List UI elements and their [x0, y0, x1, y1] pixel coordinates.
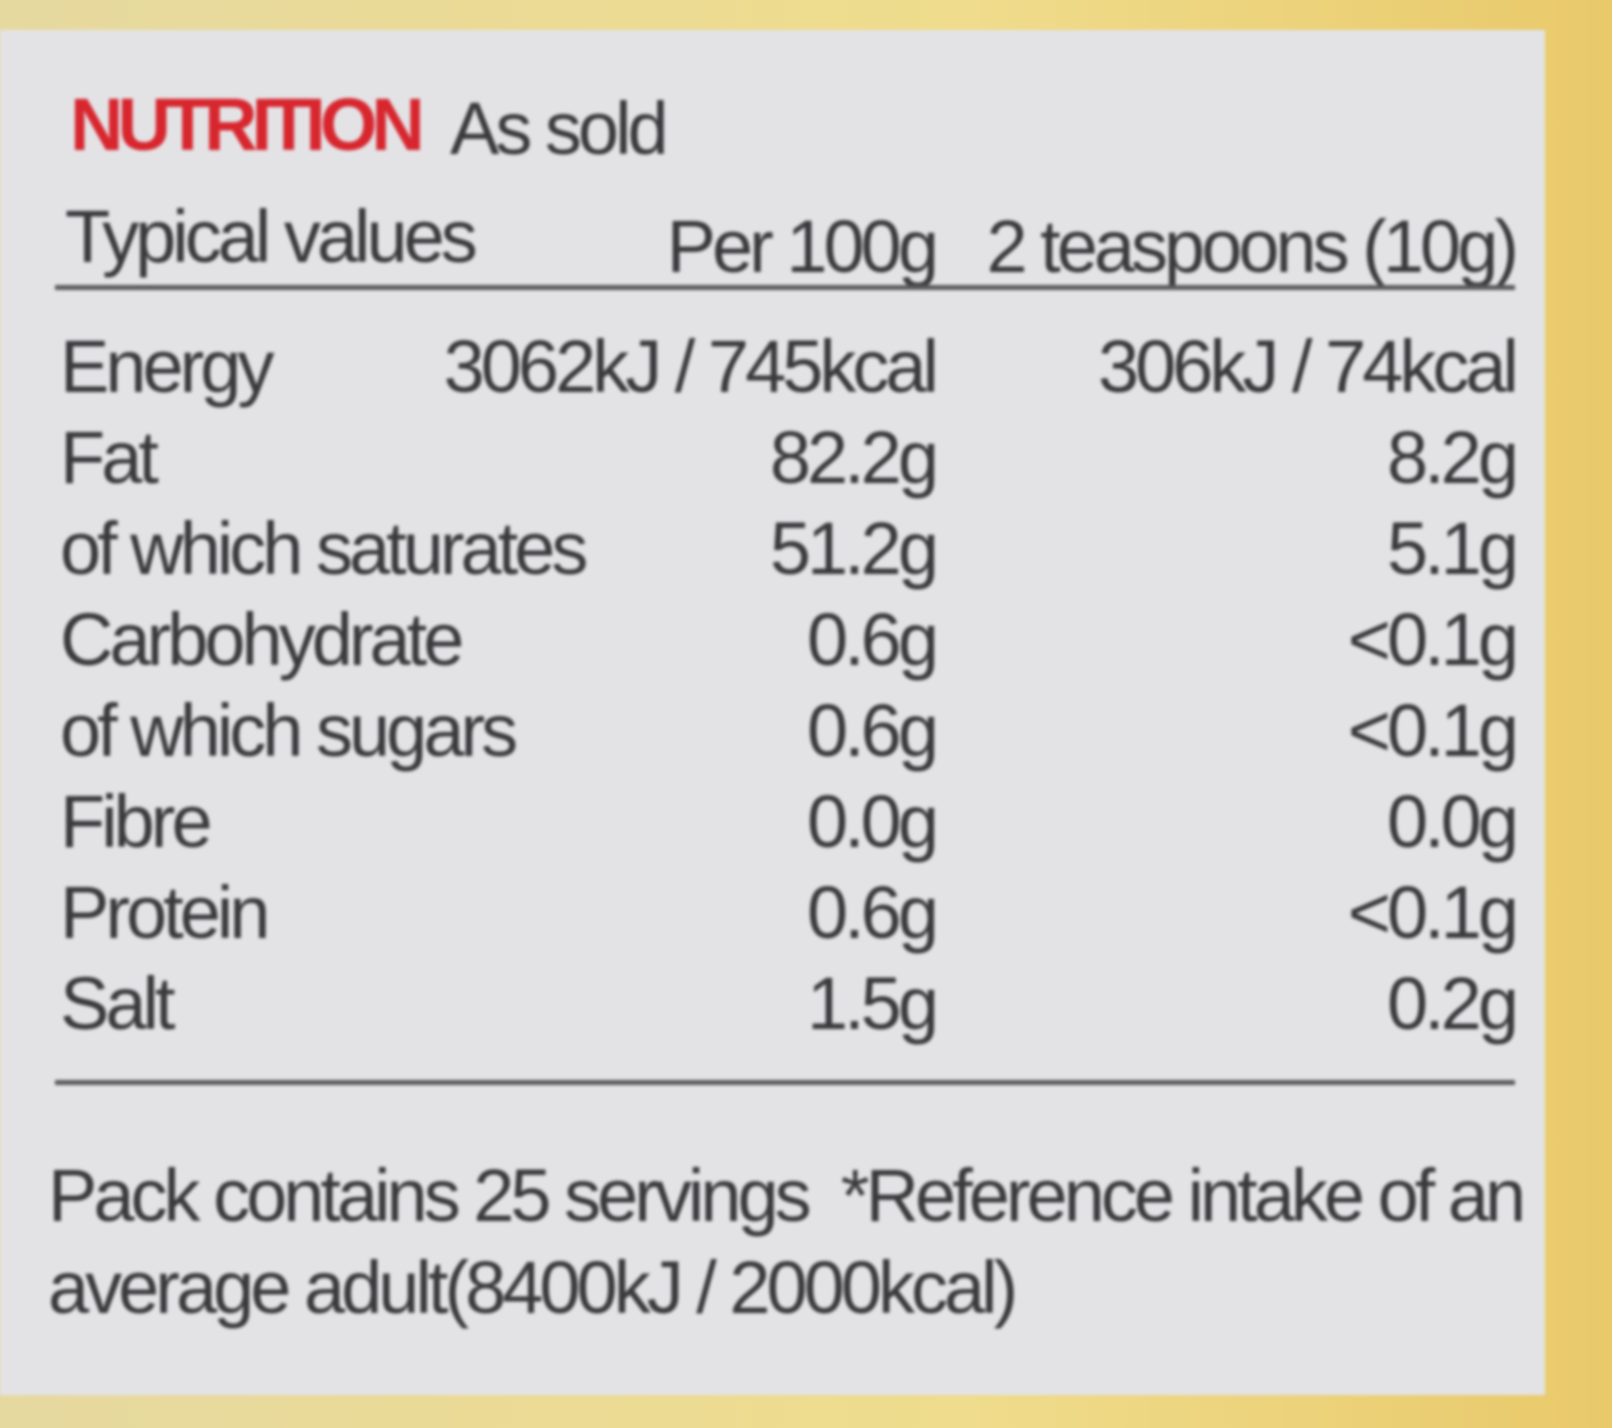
nutrient-value: 0.6g — [806, 689, 939, 772]
nutrient-name: Fibre — [60, 780, 213, 863]
nutrient-value: 51.2g — [769, 507, 939, 590]
servings-note: Pack contains 25 servings — [48, 1154, 812, 1237]
nutrient-value: 8.2g — [1386, 416, 1519, 499]
nutrient-name: of which saturates — [60, 507, 588, 590]
nutrient-value: <0.1g — [1347, 689, 1519, 772]
nutrient-value: 0.0g — [806, 780, 939, 863]
column-header: 2 teaspoons (10g) — [986, 205, 1519, 288]
nutrient-value: 0.6g — [806, 871, 939, 954]
label-panel: NUTRITION As sold Typical values Per 100… — [0, 30, 1545, 1395]
nutrient-value: 306kJ / 74kcal — [1097, 325, 1519, 408]
nutrient-name: Salt — [60, 962, 175, 1045]
divider — [55, 285, 1515, 290]
nutrient-value: 0.0g — [1386, 780, 1519, 863]
column-header: Per 100g — [666, 205, 939, 288]
nutrient-name: Energy — [60, 325, 274, 408]
nutrient-value: 82.2g — [769, 416, 939, 499]
nutrient-name: Fat — [60, 416, 159, 499]
nutrient-name: Protein — [60, 871, 270, 954]
nutrient-name: of which sugars — [60, 689, 518, 772]
divider — [55, 1080, 1515, 1085]
nutrient-name: Carbohydrate — [60, 598, 464, 681]
nutrient-value: <0.1g — [1347, 871, 1519, 954]
nutrient-value: 5.1g — [1386, 507, 1519, 590]
column-header: Typical values — [65, 195, 478, 278]
nutrient-value: 0.2g — [1386, 962, 1519, 1045]
nutrient-value: 0.6g — [806, 598, 939, 681]
reference-note: *Reference intake of an average adult(84… — [48, 1154, 1526, 1329]
title: NUTRITION — [70, 83, 425, 166]
subtitle: As sold — [450, 87, 669, 170]
nutrient-value: <0.1g — [1347, 598, 1519, 681]
nutrient-value: 3062kJ / 745kcal — [443, 325, 939, 408]
footer: Pack contains 25 servings *Reference int… — [48, 1150, 1528, 1334]
nutrient-value: 1.5g — [806, 962, 939, 1045]
